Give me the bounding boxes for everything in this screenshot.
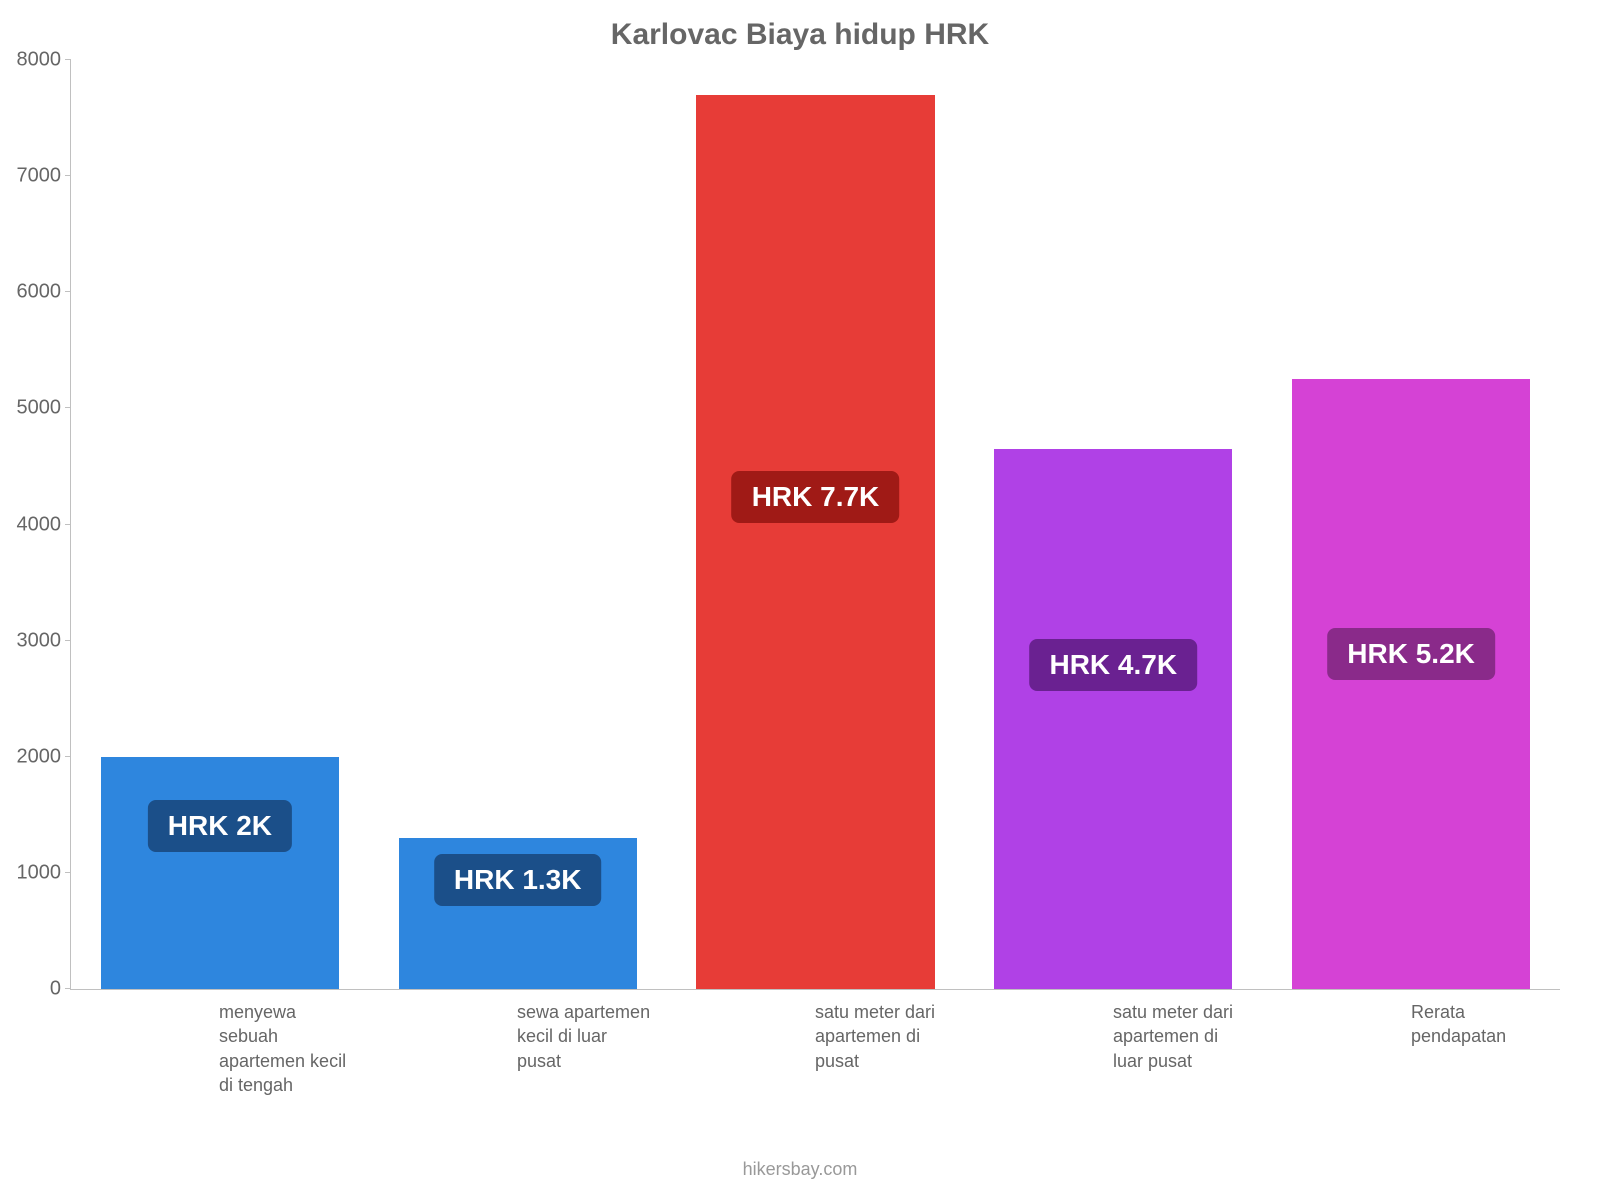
y-tick-mark	[65, 524, 71, 525]
y-tick-mark	[65, 175, 71, 176]
y-tick-label: 8000	[17, 49, 62, 72]
bar-slot: HRK 5.2K	[1262, 60, 1560, 989]
credit-text: hikersbay.com	[0, 1159, 1600, 1180]
y-tick-mark	[65, 640, 71, 641]
value-badge: HRK 4.7K	[1029, 639, 1197, 691]
y-tick-mark	[65, 407, 71, 408]
value-badge: HRK 7.7K	[732, 471, 900, 523]
value-badge: HRK 2K	[148, 800, 292, 852]
y-tick-mark	[65, 988, 71, 989]
x-label: sewa apartemen kecil di luar pusat	[517, 1000, 654, 1097]
plot-area: HRK 2KHRK 1.3KHRK 7.7KHRK 4.7KHRK 5.2K 0…	[70, 60, 1560, 990]
y-tick-label: 0	[50, 978, 61, 1001]
bar-slot: HRK 1.3K	[369, 60, 667, 989]
y-tick-mark	[65, 291, 71, 292]
x-label: Rerata pendapatan	[1411, 1000, 1548, 1097]
x-label-slot: sewa apartemen kecil di luar pusat	[368, 1000, 666, 1097]
y-tick-label: 3000	[17, 629, 62, 652]
x-label: satu meter dari apartemen di pusat	[815, 1000, 952, 1097]
y-tick-label: 4000	[17, 513, 62, 536]
cost-of-living-chart: Karlovac Biaya hidup HRK HRK 2KHRK 1.3KH…	[0, 0, 1600, 1200]
bar: HRK 1.3K	[399, 838, 637, 989]
y-tick-label: 5000	[17, 397, 62, 420]
bar: HRK 5.2K	[1292, 379, 1530, 989]
y-tick-label: 7000	[17, 165, 62, 188]
y-tick-label: 1000	[17, 861, 62, 884]
bar: HRK 7.7K	[696, 95, 934, 989]
y-tick-mark	[65, 59, 71, 60]
x-label-slot: satu meter dari apartemen di luar pusat	[964, 1000, 1262, 1097]
y-tick-label: 2000	[17, 745, 62, 768]
x-label-slot: satu meter dari apartemen di pusat	[666, 1000, 964, 1097]
bar: HRK 2K	[101, 757, 339, 989]
y-tick-mark	[65, 756, 71, 757]
x-axis-labels: menyewa sebuah apartemen kecil di tengah…	[70, 1000, 1560, 1097]
x-label-slot: menyewa sebuah apartemen kecil di tengah	[70, 1000, 368, 1097]
y-tick-label: 6000	[17, 281, 62, 304]
bars-container: HRK 2K HRK 1.3K HRK 7.7K HRK 4.7K HRK 5.2K	[71, 60, 1560, 989]
x-label: satu meter dari apartemen di luar pusat	[1113, 1000, 1250, 1097]
bar-slot: HRK 7.7K	[667, 60, 965, 989]
y-tick-mark	[65, 872, 71, 873]
value-badge: HRK 5.2K	[1327, 628, 1495, 680]
x-label: menyewa sebuah apartemen kecil di tengah	[219, 1000, 356, 1097]
bar-slot: HRK 4.7K	[964, 60, 1262, 989]
value-badge: HRK 1.3K	[434, 854, 602, 906]
bar: HRK 4.7K	[994, 449, 1232, 989]
bar-slot: HRK 2K	[71, 60, 369, 989]
chart-title: Karlovac Biaya hidup HRK	[0, 18, 1600, 52]
x-label-slot: Rerata pendapatan	[1262, 1000, 1560, 1097]
